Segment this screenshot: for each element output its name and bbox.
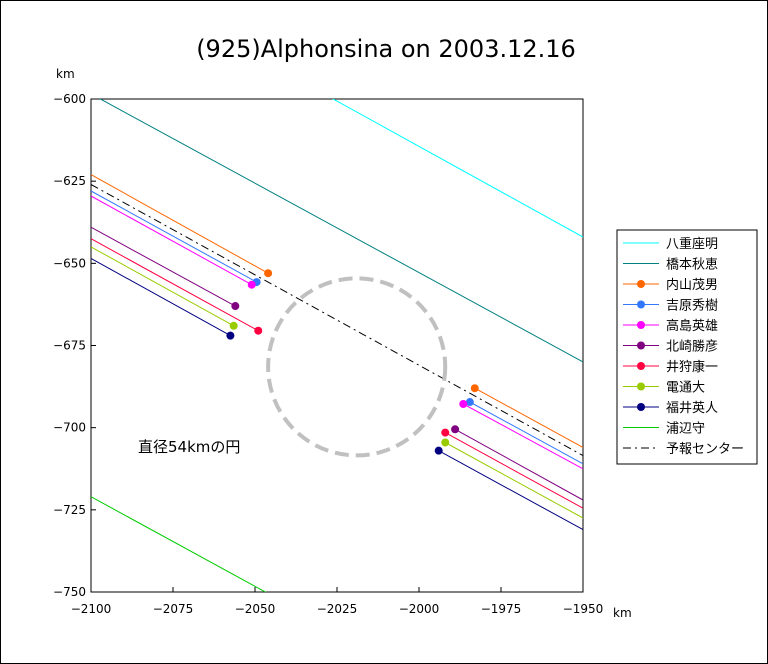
y-axis: −600 −625 −650 −675 −700 −725 −750 (53, 92, 96, 599)
legend-marker-5 (637, 321, 645, 329)
y-tick-label: −625 (53, 174, 86, 188)
x-tick-label: −2050 (235, 602, 276, 616)
series-marker-7 (254, 327, 262, 335)
legend-label-6: 北崎勝彦 (666, 339, 718, 355)
legend-label-2: 橋本秋恵 (666, 258, 718, 273)
y-axis-unit-label: km (56, 67, 75, 81)
legend-marker-7 (637, 362, 645, 370)
y-tick-label: −650 (53, 256, 86, 270)
legend-label-3: 内山茂男 (666, 277, 718, 293)
series-marker-8 (230, 322, 238, 330)
y-tick-label: −675 (53, 339, 86, 353)
plot-area-border (91, 99, 583, 592)
legend-marker-3 (637, 280, 645, 288)
legend-label-8: 電通大 (666, 381, 705, 396)
series-marker-8 (441, 438, 449, 446)
legend-label-4: 吉原秀樹 (666, 299, 718, 314)
legend-label-7: 井狩康一 (666, 359, 718, 375)
legend-label-9: 福井英人 (666, 401, 718, 416)
series-marker-6 (231, 302, 239, 310)
x-tick-label: −2100 (71, 602, 112, 616)
x-tick-label: −1975 (481, 602, 522, 616)
legend-marker-9 (637, 403, 645, 411)
legend-label-11: 予報センター (666, 442, 744, 457)
legend-marker-6 (637, 342, 645, 350)
x-tick-label: −2025 (317, 602, 358, 616)
series-marker-3 (471, 384, 479, 392)
legend-label-5: 高島英雄 (666, 318, 718, 334)
circle-annotation: 直径54kmの円 (138, 438, 240, 456)
x-tick-label: −2075 (153, 602, 194, 616)
series-marker-9 (435, 447, 443, 455)
legend: 八重座明橋本秋恵内山茂男吉原秀樹高島英雄北崎勝彦井狩康一電通大福井英人浦辺守予報… (617, 230, 757, 464)
legend-label-1: 八重座明 (666, 236, 718, 252)
series-marker-3 (264, 269, 272, 277)
y-tick-label: −700 (53, 421, 86, 435)
series-marker-9 (226, 332, 234, 340)
y-tick-label: −600 (53, 92, 86, 106)
y-tick-label: −725 (53, 503, 86, 517)
series-marker-5 (459, 400, 467, 408)
x-axis-unit-label: km (613, 606, 632, 620)
x-tick-label: −1950 (563, 602, 604, 616)
x-tick-label: −2000 (399, 602, 440, 616)
series-marker-7 (441, 429, 449, 437)
legend-marker-8 (637, 383, 645, 391)
series-marker-6 (451, 425, 459, 433)
legend-label-10: 浦辺守 (666, 422, 705, 437)
chart-title: (925)Alphonsina on 2003.12.16 (196, 35, 576, 63)
series-marker-5 (248, 281, 256, 289)
y-tick-label: −750 (53, 585, 86, 599)
legend-marker-4 (637, 301, 645, 309)
